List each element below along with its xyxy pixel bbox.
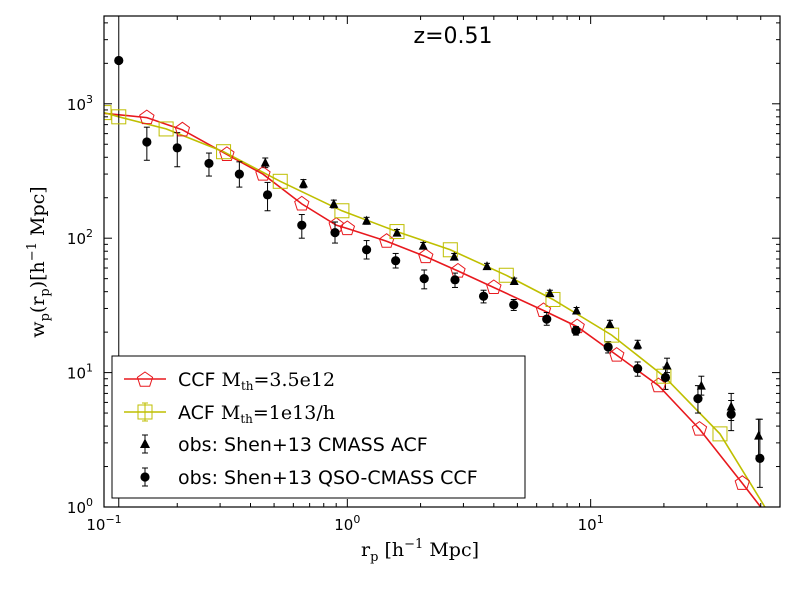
series-1-point	[545, 291, 561, 307]
series-2-point	[754, 430, 764, 440]
series-3-point	[450, 275, 460, 285]
y-tick-label: 103	[67, 93, 93, 114]
series-3-point	[693, 394, 703, 404]
series-3-point	[172, 143, 182, 153]
series-2-point	[633, 339, 643, 349]
series-2-point	[329, 198, 339, 208]
tick-layer	[103, 16, 781, 508]
x-tick-label: 10−1	[86, 513, 121, 534]
series-2-point	[545, 288, 555, 298]
chart-title: z=0.51	[414, 24, 493, 49]
legend-entry-obs-acf: obs: Shen+13 CMASS ACF	[140, 434, 428, 456]
series-0-point	[294, 195, 310, 211]
y-axis-label: wp(rp)[h−1 Mpc]	[25, 186, 53, 337]
series-2-point	[662, 360, 672, 370]
plot-frame	[103, 15, 781, 508]
legend-obs-ccf-label: obs: Shen+13 QSO-CMASS CCF	[178, 467, 478, 489]
series-3-point	[234, 169, 244, 179]
series-2-point	[449, 251, 459, 261]
series-3-point	[509, 300, 519, 310]
legend-acf-marker	[137, 404, 153, 420]
series-0-point	[255, 165, 271, 181]
series-3-point	[726, 409, 736, 419]
legend-obs-acf-label: obs: Shen+13 CMASS ACF	[178, 434, 428, 456]
series-0-line	[104, 112, 762, 507]
legend-entry-ccf: CCF Mth=3.5e12	[124, 369, 335, 393]
x-tick-label: 101	[578, 513, 604, 534]
series-1-point	[158, 121, 174, 137]
series-1-point	[712, 426, 728, 442]
series-3-point	[603, 342, 613, 352]
y-tick-label: 101	[67, 362, 93, 383]
series-2-point	[260, 157, 270, 167]
legend-ccf-marker	[136, 371, 154, 387]
series-1-point	[111, 109, 127, 125]
legend-obs-ccf-marker	[140, 472, 150, 482]
series-1-point	[442, 242, 458, 258]
series-2-point	[572, 305, 582, 315]
series-1-point	[334, 203, 350, 219]
marker-layer	[104, 55, 765, 490]
series-3-point	[571, 326, 581, 336]
series-2-point	[605, 318, 615, 328]
legend-entry-acf: ACF Mth=1e13/h	[124, 402, 335, 426]
series-3-point	[204, 158, 214, 169]
series-3-point	[391, 256, 401, 266]
y-tick-label: 100	[67, 496, 93, 517]
series-3-point	[361, 245, 372, 255]
series-1-point	[604, 327, 620, 343]
x-tick-label: 100	[334, 513, 360, 534]
series-3-point	[478, 291, 489, 301]
series-2-point	[392, 227, 402, 237]
series-3-point	[633, 364, 643, 374]
legend: CCF Mth=3.5e12 ACF Mth=1e13/h obs: Shen+13…	[111, 355, 526, 499]
series-1-point	[272, 173, 288, 189]
series-3-point	[755, 453, 765, 463]
series-1-point	[498, 267, 514, 283]
legend-obs-acf-marker	[140, 438, 150, 448]
series-0-point	[691, 420, 708, 436]
series-2-point	[509, 276, 519, 286]
x-axis-label: rp [h−1 Mpc]	[361, 537, 479, 565]
series-0-point	[219, 146, 235, 161]
series-3-point	[262, 190, 273, 200]
series-2-point	[696, 380, 706, 390]
y-tick-label: 102	[67, 227, 93, 248]
series-0-point	[339, 220, 356, 236]
series-0-point	[139, 109, 155, 125]
series-3-point	[330, 228, 340, 238]
series-2-point	[298, 178, 308, 188]
series-0-point	[734, 475, 750, 490]
legend-box	[111, 355, 526, 499]
series-2-point	[482, 261, 492, 271]
legend-entry-obs-ccf: obs: Shen+13 QSO-CMASS CCF	[140, 467, 478, 489]
series-0-point	[486, 279, 502, 294]
series-3-point	[660, 372, 671, 383]
series-0-point	[418, 248, 434, 264]
series-3-point	[297, 220, 307, 230]
legend-acf-label: ACF Mth=1e13/h	[178, 402, 335, 426]
series-2-point	[726, 401, 736, 411]
series-3-point	[419, 274, 429, 284]
series-3-point	[142, 137, 152, 147]
series-3-point	[114, 55, 124, 66]
series-0-point	[174, 121, 191, 137]
series-2-point	[362, 215, 372, 225]
series-3-point	[542, 314, 552, 324]
series-1-point	[216, 144, 232, 160]
legend-ccf-label: CCF Mth=3.5e12	[178, 369, 335, 393]
series-0-point	[650, 377, 667, 393]
series-0-point	[378, 233, 395, 248]
series-0-point	[609, 346, 625, 362]
series-1-point	[389, 224, 405, 240]
series-2-point	[418, 240, 428, 250]
series-1-point	[104, 105, 112, 121]
